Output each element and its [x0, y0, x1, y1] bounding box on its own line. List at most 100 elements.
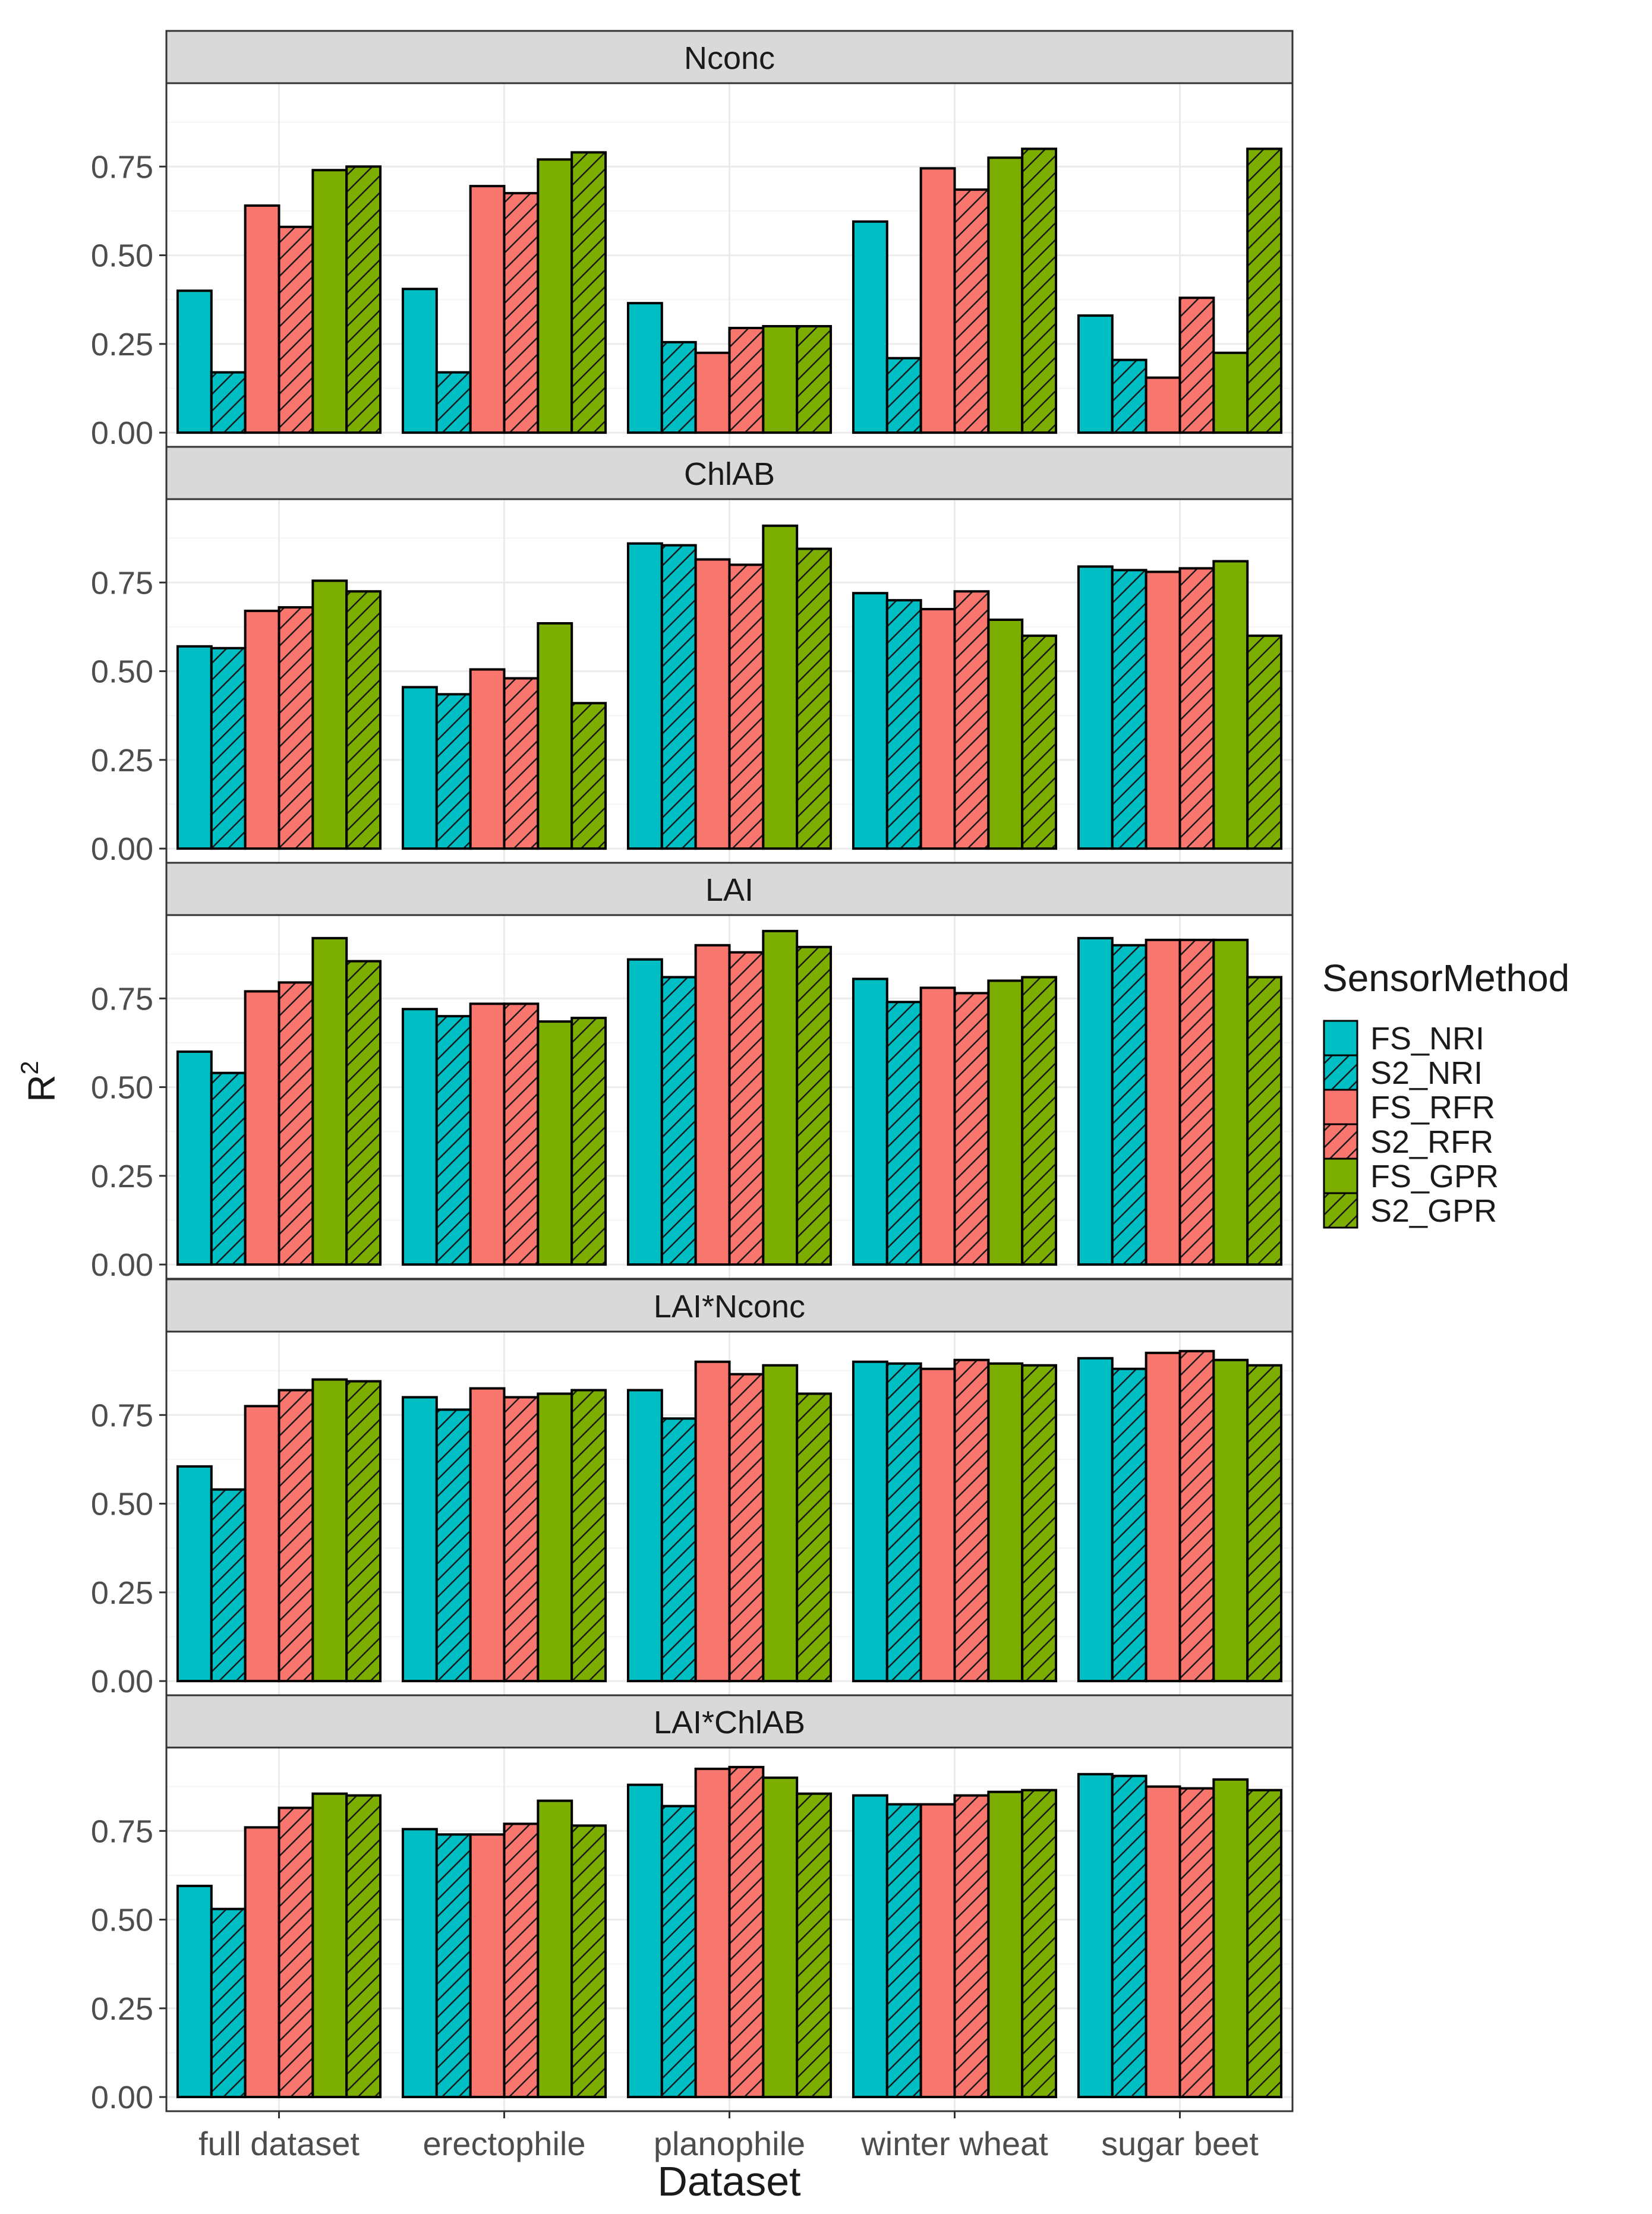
bar-fs-gpr-erectophile: [538, 1393, 572, 1682]
bar-fs-gpr-winter-wheat: [988, 980, 1023, 1265]
legend-key: [1324, 1021, 1357, 1055]
bar-fs-gpr-planophile: [763, 525, 797, 849]
bar-s2-gpr-planophile-outline: [796, 547, 833, 850]
bar-fs-nri-full-dataset: [177, 1466, 212, 1682]
bar-fs-gpr-sugar-beet: [1213, 1779, 1248, 2098]
bar-fs-gpr-sugar-beet: [1213, 352, 1248, 433]
bar-fs-nri-winter-wheat: [853, 593, 887, 849]
bar-s2-gpr-planophile-outline: [796, 324, 833, 434]
bar-s2-rfr-erectophile-hatch: [504, 1004, 538, 1265]
legend-label: S2_NRI: [1370, 1055, 1483, 1091]
bar-fs-nri-winter-wheat: [853, 1361, 887, 1682]
bar-s2-gpr-winter-wheat-outline: [1021, 1364, 1058, 1683]
legend-title: SensorMethod: [1322, 957, 1569, 999]
bar-s2-nri-erectophile-hatch: [436, 1834, 471, 2098]
bar-fs-nri-winter-wheat: [853, 1795, 887, 2098]
bar-s2-nri-winter-wheat-hatch: [887, 600, 921, 849]
y-tick-label: 0.75: [91, 149, 153, 185]
bar-fs-nri-erectophile: [402, 1397, 437, 1682]
legend-key-hatch: [1324, 1055, 1357, 1090]
bar-fs-rfr-full-dataset: [245, 1827, 279, 2098]
bar-s2-gpr-full-dataset-outline: [345, 1794, 382, 2099]
facet-title: Nconc: [684, 40, 775, 76]
bar-s2-nri-sugar-beet-hatch: [1112, 945, 1146, 1265]
y-tick-label: 0.50: [91, 238, 153, 274]
bar-s2-rfr-sugar-beet-hatch: [1180, 1788, 1214, 2098]
bar-s2-gpr-erectophile-hatch: [572, 1825, 606, 2098]
bar-fs-rfr-planophile: [695, 1361, 730, 1682]
bar-s2-gpr-full-dataset-outline: [345, 590, 382, 850]
bar-fs-nri-winter-wheat-outline: [852, 220, 888, 434]
y-tick-label: 0.00: [91, 415, 153, 451]
bar-s2-nri-winter-wheat-hatch: [887, 1363, 921, 1682]
bar-s2-gpr-erectophile-hatch: [572, 703, 606, 849]
bar-fs-nri-sugar-beet: [1078, 938, 1112, 1265]
bar-fs-rfr-sugar-beet: [1146, 939, 1180, 1265]
bar-s2-rfr-winter-wheat-hatch: [954, 1795, 989, 2098]
bar-fs-gpr-full-dataset: [313, 1379, 347, 1682]
bar-s2-rfr-winter-wheat-hatch: [954, 190, 989, 433]
legend-item-fs-gpr: FS_GPR: [1323, 1158, 1499, 1194]
bar-fs-gpr-full-dataset: [313, 1793, 347, 2098]
bar-s2-rfr-full-dataset-hatch: [279, 226, 313, 433]
y-tick-label: 0.00: [91, 2080, 153, 2115]
bar-s2-gpr-sugar-beet-hatch: [1247, 149, 1282, 433]
facet-title: LAI*Nconc: [654, 1289, 805, 1324]
panels-layer: Nconc 0.00 0.25 0.50 0.75 ChlAB 0.00 0.25 0.50 0.…: [91, 30, 1294, 2115]
y-axis-title-superscript: 2: [15, 1061, 43, 1074]
bar-s2-nri-sugar-beet-hatch: [1112, 570, 1146, 849]
legend-label: FS_NRI: [1370, 1021, 1484, 1056]
y-tick-label: 0.75: [91, 565, 153, 601]
panel-lai-nconc: LAI*Nconc 0.00 0.25 0.50 0.75: [91, 1278, 1294, 1699]
bar-s2-gpr-erectophile-outline: [570, 1017, 607, 1266]
bar-fs-nri-winter-wheat: [853, 221, 887, 433]
bar-fs-rfr-sugar-beet: [1146, 1786, 1180, 2098]
bar-fs-rfr-erectophile: [470, 1834, 505, 2098]
facet-strip: [165, 1694, 1294, 1749]
bar-fs-gpr-sugar-beet: [1213, 1360, 1248, 1682]
y-tick-label: 0.25: [91, 1575, 153, 1611]
y-tick-label: 0.75: [91, 1814, 153, 1849]
bar-s2-rfr-erectophile-hatch: [504, 678, 538, 849]
bar-s2-rfr-full-dataset-hatch: [279, 1390, 313, 1682]
panel-lai-chlab: LAI*ChlAB 0.00 0.25 0.50 0.75: [91, 1694, 1294, 2115]
bar-s2-nri-erectophile-hatch: [436, 1016, 471, 1265]
x-tick-label: erectophile: [423, 2125, 586, 2162]
bar-fs-rfr-sugar-beet: [1146, 572, 1180, 849]
bar-s2-nri-sugar-beet-hatch: [1112, 359, 1146, 433]
bar-fs-nri-erectophile: [402, 687, 437, 849]
bar-s2-rfr-full-dataset-hatch: [279, 1808, 313, 2098]
y-tick-label: 0.75: [91, 981, 153, 1017]
bar-s2-gpr-erectophile-hatch: [572, 1390, 606, 1682]
bar-fs-gpr-full-dataset: [313, 170, 347, 433]
bar-fs-nri-full-dataset: [177, 646, 212, 849]
bar-fs-rfr-winter-wheat: [920, 1804, 955, 2098]
bar-s2-gpr-erectophile-hatch: [572, 152, 606, 433]
bar-s2-rfr-winter-wheat-hatch: [954, 591, 989, 849]
x-axis-title: Dataset: [657, 2158, 800, 2204]
bar-s2-rfr-sugar-beet-hatch: [1180, 298, 1214, 433]
bar-fs-gpr-winter-wheat: [988, 620, 1023, 849]
legend-key-hatch: [1324, 1193, 1357, 1228]
bar-s2-nri-erectophile-hatch: [436, 1409, 471, 1682]
bar-s2-gpr-sugar-beet-outline: [1246, 634, 1283, 850]
bar-fs-rfr-planophile: [695, 945, 730, 1265]
bar-s2-nri-full-dataset-hatch: [211, 648, 245, 849]
bar-s2-gpr-full-dataset-outline: [345, 960, 382, 1266]
facet-title: LAI: [705, 872, 754, 908]
bar-fs-nri-sugar-beet: [1078, 1358, 1112, 1682]
bar-s2-gpr-full-dataset-outline: [345, 165, 382, 434]
bar-fs-gpr-erectophile: [538, 159, 572, 433]
bar-fs-gpr-sugar-beet: [1213, 561, 1248, 849]
legend-label: S2_RFR: [1370, 1124, 1493, 1160]
bar-s2-rfr-full-dataset-hatch: [279, 607, 313, 849]
bar-s2-gpr-planophile-outline: [796, 1392, 833, 1683]
bar-s2-nri-winter-wheat-hatch: [887, 358, 921, 433]
bar-s2-gpr-planophile-hatch: [797, 1393, 831, 1682]
legend-label: S2_GPR: [1370, 1193, 1497, 1229]
bar-s2-gpr-full-dataset-hatch: [346, 1381, 381, 1682]
facet-title: LAI*ChlAB: [654, 1705, 805, 1740]
bar-fs-nri-planophile: [628, 1390, 662, 1682]
bar-fs-gpr-erectophile: [538, 623, 572, 849]
